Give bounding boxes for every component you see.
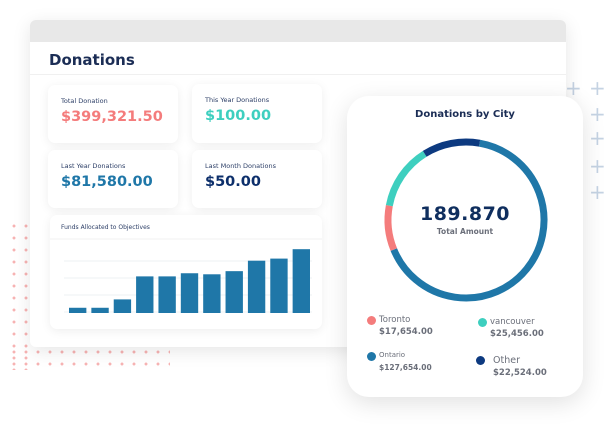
- plus-icon: +: [589, 154, 606, 178]
- total-amount-label: Total Amount: [436, 227, 494, 236]
- legend-item-vancouver: vancouver $25,456.00: [478, 317, 578, 343]
- plus-icon: +: [589, 180, 606, 204]
- bar: [203, 274, 221, 313]
- legend-item-ontario: Ontario $127,654.00: [367, 351, 467, 377]
- stat-card-this-year[interactable]: This Year Donations $100.00: [192, 84, 322, 143]
- decorative-dots: [8, 220, 28, 370]
- legend-amount: $25,456.00: [490, 329, 544, 339]
- donut-slice-toronto: [384, 204, 398, 251]
- donut-slice-vancouver: [385, 150, 427, 207]
- donut-slice-other: [422, 138, 481, 157]
- legend-dot: [367, 316, 376, 325]
- decorative-dots: [8, 346, 170, 370]
- window-titlebar: [30, 20, 566, 42]
- legend-name: Toronto: [379, 315, 411, 325]
- plus-icon: +: [565, 76, 582, 100]
- legend-name: Other: [493, 355, 520, 366]
- page-title: Donations: [49, 51, 135, 69]
- stat-card-last-year[interactable]: Last Year Donations $81,580.00: [48, 150, 178, 208]
- stat-value: $399,321.50: [61, 109, 163, 125]
- bar-chart: [50, 238, 322, 313]
- bar: [225, 271, 243, 313]
- legend-name: vancouver: [490, 317, 535, 327]
- stat-value: $100.00: [205, 108, 272, 124]
- bar: [158, 276, 176, 313]
- bar: [247, 260, 266, 313]
- funds-chart-card: Funds Allocated to Objectives: [50, 215, 322, 329]
- stat-label: This Year Donations: [205, 96, 270, 104]
- plus-icon: +: [589, 102, 606, 126]
- legend-dot: [367, 352, 376, 361]
- legend-item-other: Other $22,524.00: [476, 355, 576, 381]
- bar: [136, 276, 154, 313]
- stat-label: Total Donation: [61, 97, 108, 105]
- donut-slice-ontario: [390, 139, 548, 302]
- bar: [113, 299, 132, 313]
- donut-title: Donations by City: [415, 109, 515, 120]
- stat-value: $50.00: [205, 174, 261, 190]
- stat-card-last-month[interactable]: Last Month Donations $50.00: [192, 150, 322, 208]
- bar: [91, 307, 109, 313]
- donut-chart: [384, 138, 548, 302]
- legend-name: Ontario: [379, 351, 406, 359]
- bar: [270, 258, 288, 313]
- total-amount-value: 189.870: [419, 203, 511, 225]
- plus-icon: +: [589, 76, 606, 100]
- legend-dot: [476, 356, 485, 365]
- bar: [180, 273, 199, 313]
- legend-amount: $17,654.00: [379, 327, 433, 337]
- plus-icon: +: [589, 126, 606, 150]
- legend-dot: [478, 318, 487, 327]
- chart-title: Funds Allocated to Objectives: [61, 224, 150, 231]
- stat-value: $81,580.00: [61, 174, 153, 190]
- stat-label: Last Month Donations: [205, 162, 276, 170]
- stat-label: Last Year Donations: [61, 162, 126, 170]
- donations-by-city-card: Donations by City 189.870 Total Amount T…: [347, 96, 583, 397]
- bar: [69, 307, 87, 313]
- stat-card-total[interactable]: Total Donation $399,321.50: [48, 85, 178, 143]
- legend-item-toronto: Toronto $17,654.00: [367, 315, 467, 341]
- bar: [292, 249, 310, 313]
- legend-amount: $127,654.00: [379, 363, 432, 372]
- legend-amount: $22,524.00: [493, 368, 547, 378]
- divider: [30, 74, 566, 75]
